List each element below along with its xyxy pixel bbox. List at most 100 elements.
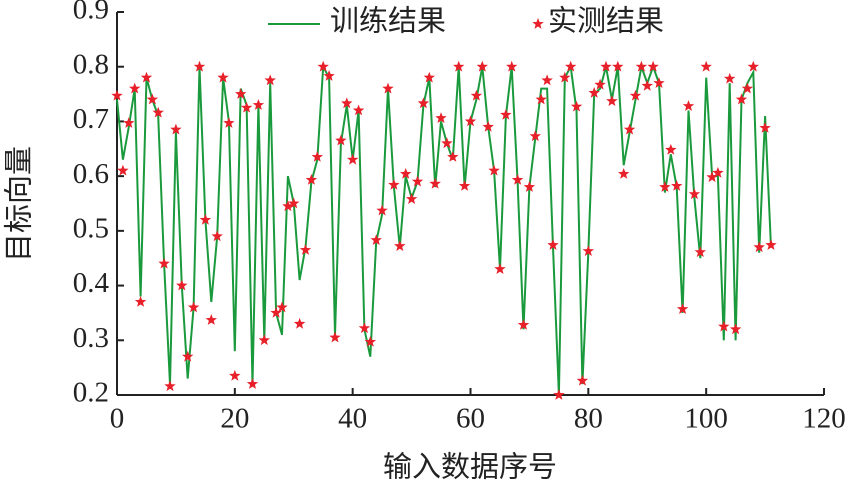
data-point <box>735 93 748 105</box>
x-tick-label: 120 <box>802 403 846 435</box>
data-point <box>641 79 653 91</box>
x-axis-label: 输入数据序号 <box>383 451 557 484</box>
x-tick-label: 100 <box>684 403 728 435</box>
data-point <box>606 95 618 106</box>
data-point <box>535 93 547 105</box>
data-point <box>588 87 600 98</box>
data-point <box>623 123 636 135</box>
data-point <box>382 82 394 94</box>
data-point <box>724 72 736 84</box>
data-point <box>199 213 212 225</box>
data-point <box>364 335 376 347</box>
data-point <box>323 70 335 81</box>
data-point <box>612 60 624 72</box>
legend-label: 训练结果 <box>330 5 446 38</box>
y-tick-label: 0.6 <box>73 158 109 190</box>
data-point <box>111 89 123 101</box>
data-point <box>252 99 265 110</box>
data-point <box>417 97 430 109</box>
data-point <box>470 89 483 101</box>
data-point <box>405 193 418 204</box>
data-point <box>429 177 441 189</box>
data-point <box>547 239 559 250</box>
data-point <box>400 168 412 179</box>
data-point <box>765 239 777 250</box>
data-point <box>729 323 742 335</box>
data-point <box>694 246 706 257</box>
x-tick-label: 40 <box>338 403 367 435</box>
data-point <box>347 153 359 165</box>
data-point <box>476 60 488 72</box>
data-point <box>600 60 612 72</box>
data-point <box>671 180 683 191</box>
data-point <box>447 151 459 162</box>
data-point <box>718 320 730 332</box>
y-axis-label: 目标向量 <box>3 146 36 262</box>
data-point <box>676 303 689 314</box>
data-point <box>335 134 347 146</box>
data-point <box>618 168 630 179</box>
y-tick-label: 0.3 <box>73 322 109 354</box>
data-point <box>582 245 594 256</box>
data-point <box>647 60 659 72</box>
data-point <box>270 306 282 318</box>
y-tick-label: 0.4 <box>73 267 110 299</box>
data-point <box>594 78 606 90</box>
data-point <box>117 164 129 176</box>
data-point <box>311 151 323 162</box>
x-tick-label: 0 <box>110 403 125 435</box>
data-point <box>299 244 312 255</box>
data-point <box>659 181 671 192</box>
data-point <box>217 71 229 83</box>
data-point <box>235 88 247 99</box>
data-point <box>747 60 759 72</box>
data-point <box>635 60 648 72</box>
data-point <box>140 71 153 83</box>
data-point <box>146 93 159 105</box>
legend-swatch <box>532 18 544 29</box>
data-point <box>276 301 288 313</box>
data-point <box>458 180 471 191</box>
data-point <box>529 130 541 142</box>
y-tick-label: 0.5 <box>73 213 109 245</box>
x-tick-label: 20 <box>220 403 249 435</box>
y-tick-label: 0.9 <box>73 0 109 26</box>
data-point <box>759 122 771 133</box>
data-point <box>329 331 341 343</box>
data-point <box>464 115 477 127</box>
data-point <box>523 181 536 192</box>
data-point <box>176 279 188 291</box>
data-point <box>559 71 571 83</box>
data-point <box>741 82 754 94</box>
data-point <box>565 60 577 72</box>
data-point <box>358 322 371 334</box>
data-point <box>123 117 135 128</box>
data-point <box>511 174 524 185</box>
x-tick-label: 80 <box>574 403 603 435</box>
data-point <box>688 188 701 200</box>
data-point <box>494 263 506 274</box>
data-point <box>352 104 365 116</box>
data-point <box>129 82 141 94</box>
data-point <box>152 106 164 118</box>
data-point <box>170 123 182 135</box>
series-line <box>116 62 772 396</box>
data-point <box>376 204 388 216</box>
y-tick-label: 0.8 <box>73 48 109 80</box>
data-point <box>264 74 276 86</box>
data-point <box>506 60 518 72</box>
data-point <box>205 314 217 325</box>
data-point <box>193 60 206 72</box>
data-point <box>482 120 494 132</box>
data-point <box>435 112 447 123</box>
data-point <box>488 164 500 176</box>
data-point <box>653 77 665 88</box>
data-point <box>246 378 259 389</box>
data-point <box>317 60 329 72</box>
data-point <box>706 171 718 183</box>
data-point <box>288 197 300 209</box>
data-point <box>700 60 712 72</box>
legend-label: 实测结果 <box>548 5 664 38</box>
data-point <box>134 296 147 307</box>
